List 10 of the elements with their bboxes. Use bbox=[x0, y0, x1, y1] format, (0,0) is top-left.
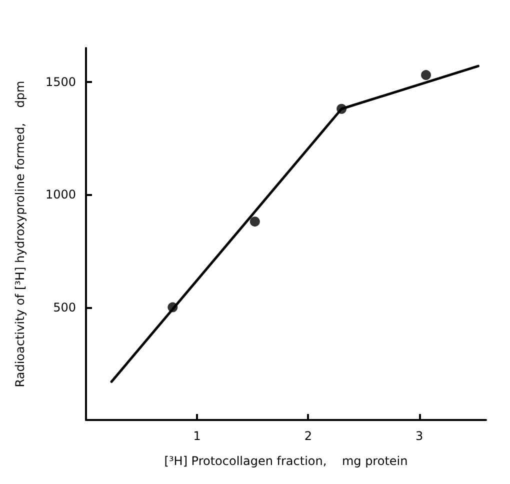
x-tick-label: 2 bbox=[304, 429, 312, 443]
y-tick-label: 500 bbox=[53, 300, 76, 314]
point bbox=[250, 216, 260, 227]
y-axis-title: Radioactivity of [³H] hydroxyproline formed, dpm bbox=[13, 80, 27, 388]
x-tick-label: 1 bbox=[193, 429, 201, 443]
point bbox=[421, 70, 431, 80]
x-tick-label: 3 bbox=[416, 429, 424, 443]
y-tick-label: 1500 bbox=[45, 74, 76, 89]
x-axis-title: [³H] Protocollagen fraction, mg protein bbox=[164, 454, 408, 468]
y-tick-label: 1000 bbox=[45, 188, 76, 202]
